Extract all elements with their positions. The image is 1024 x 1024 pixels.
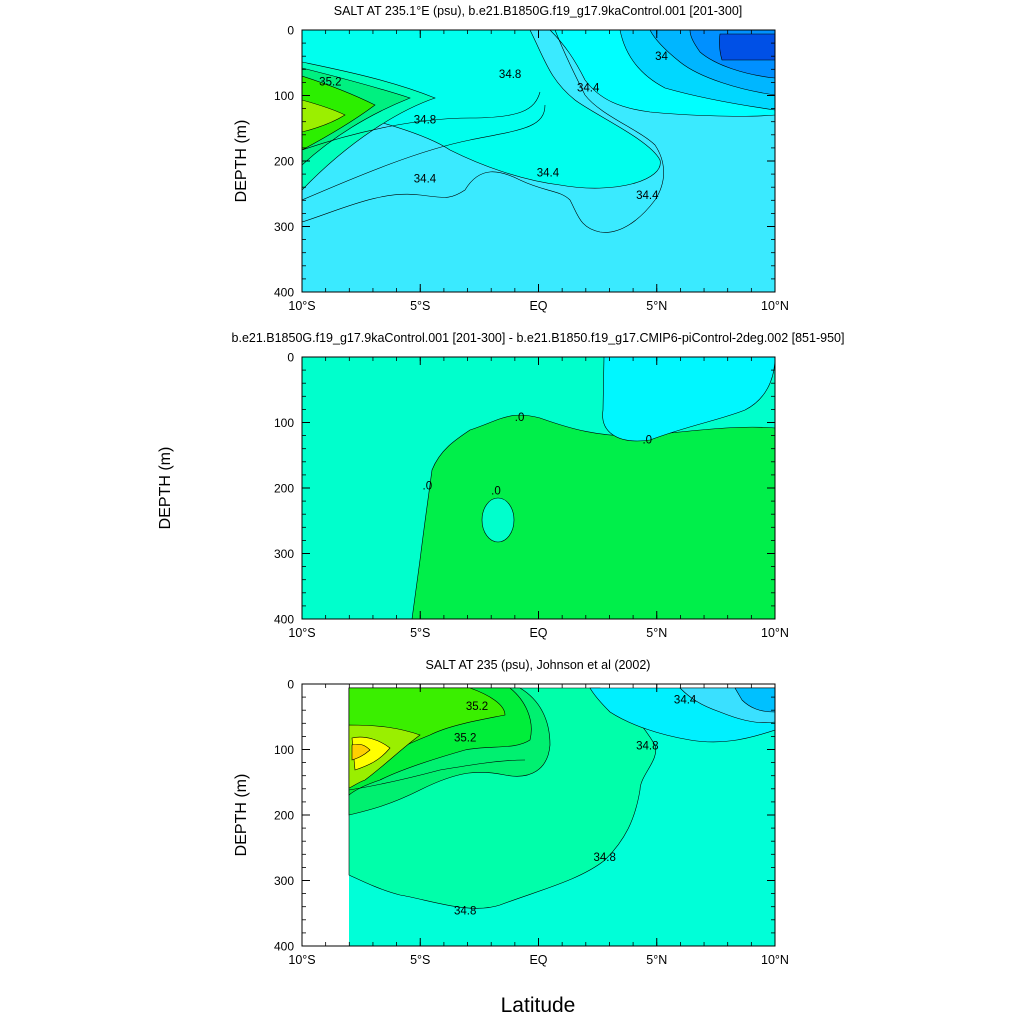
contour-fill	[302, 30, 775, 292]
x-tick-label: 5°N	[646, 626, 667, 640]
x-tick-label: 10°N	[761, 299, 789, 313]
y-axis-label: DEPTH (m)	[233, 774, 250, 857]
y-ticks: 0 100 200 300 400	[274, 351, 775, 627]
contour-fill	[302, 357, 775, 619]
x-ticks: 10°S 5°S EQ 5°N 10°N	[288, 30, 789, 313]
y-tick-label: 400	[274, 940, 294, 954]
x-tick-label: 10°N	[761, 953, 789, 967]
y-tick-label: 0	[287, 24, 294, 38]
y-axis-label: DEPTH (m)	[233, 120, 250, 203]
panel-title: b.e21.B1850G.f19_g17.9kaControl.001 [201…	[232, 331, 845, 345]
contour-labels: 35.2 35.2 34.4 34.8 34.8 34.8	[454, 695, 697, 918]
x-tick-label: EQ	[529, 299, 547, 313]
x-tick-label: 5°S	[410, 626, 430, 640]
x-tick-label: EQ	[529, 626, 547, 640]
panel-title: SALT AT 235 (psu), Johnson et al (2002)	[426, 658, 651, 672]
y-tick-label: 200	[274, 482, 294, 496]
contour-label: .0	[642, 434, 652, 446]
y-tick-label: 300	[274, 547, 294, 561]
x-ticks: 10°S 5°S EQ 5°N 10°N	[288, 684, 789, 967]
contour-label: 34.4	[414, 174, 437, 186]
y-tick-label: 100	[274, 743, 294, 757]
contour-label: 35.2	[319, 77, 341, 89]
contour-labels: .0 .0 .0 .0	[423, 412, 653, 497]
contour-label: 34.8	[454, 906, 476, 918]
x-ticks: 10°S 5°S EQ 5°N 10°N	[288, 357, 789, 640]
panel-title: SALT AT 235.1°E (psu), b.e21.B1850G.f19_…	[334, 4, 743, 18]
y-tick-label: 400	[274, 286, 294, 300]
y-tick-label: 200	[274, 155, 294, 169]
y-ticks: 0 100 200 300 400	[274, 24, 775, 300]
contour-label: .0	[515, 412, 525, 424]
x-tick-label: 10°S	[288, 299, 315, 313]
y-tick-label: 0	[287, 678, 294, 692]
contour-label: 34.8	[636, 741, 658, 753]
x-tick-label: EQ	[529, 953, 547, 967]
y-tick-label: 100	[274, 89, 294, 103]
x-axis-title: Latitude	[501, 994, 576, 1017]
x-tick-label: 10°S	[288, 953, 315, 967]
contour-label: 34.8	[594, 852, 616, 864]
contour-label: 34.8	[499, 69, 521, 81]
panel-model-salinity: SALT AT 235.1°E (psu), b.e21.B1850G.f19_…	[233, 4, 789, 313]
panel-salinity-difference: b.e21.B1850G.f19_g17.9kaControl.001 [201…	[157, 331, 844, 640]
y-ticks: 0 100 200 300 400	[274, 678, 775, 954]
x-tick-label: 5°N	[646, 953, 667, 967]
x-tick-label: 10°N	[761, 626, 789, 640]
y-tick-label: 0	[287, 351, 294, 365]
y-tick-label: 200	[274, 809, 294, 823]
contour-label: 35.2	[466, 701, 488, 713]
contour-label: 35.2	[454, 733, 476, 745]
contour-label: 34.4	[577, 83, 600, 95]
y-axis-label: DEPTH (m)	[157, 447, 174, 530]
y-tick-label: 300	[274, 874, 294, 888]
x-tick-label: 5°S	[410, 299, 430, 313]
x-tick-label: 5°S	[410, 953, 430, 967]
contour-fill	[302, 684, 775, 946]
y-tick-label: 100	[274, 416, 294, 430]
contour-labels: 35.2 34.8 34.8 34.4 34.4 34.4 34.4 34	[319, 51, 668, 202]
contour-label: .0	[423, 480, 433, 492]
x-tick-label: 5°N	[646, 299, 667, 313]
contour-label: .0	[491, 486, 501, 498]
panel-observed-salinity: SALT AT 235 (psu), Johnson et al (2002) …	[233, 658, 789, 967]
y-tick-label: 400	[274, 613, 294, 627]
contour-label: 34.4	[537, 168, 560, 180]
contour-label: 34.4	[674, 695, 697, 707]
contour-label: 34	[655, 51, 668, 63]
contour-label: 34.4	[636, 190, 659, 202]
x-tick-label: 10°S	[288, 626, 315, 640]
y-tick-label: 300	[274, 220, 294, 234]
contour-label: 34.8	[414, 115, 436, 127]
